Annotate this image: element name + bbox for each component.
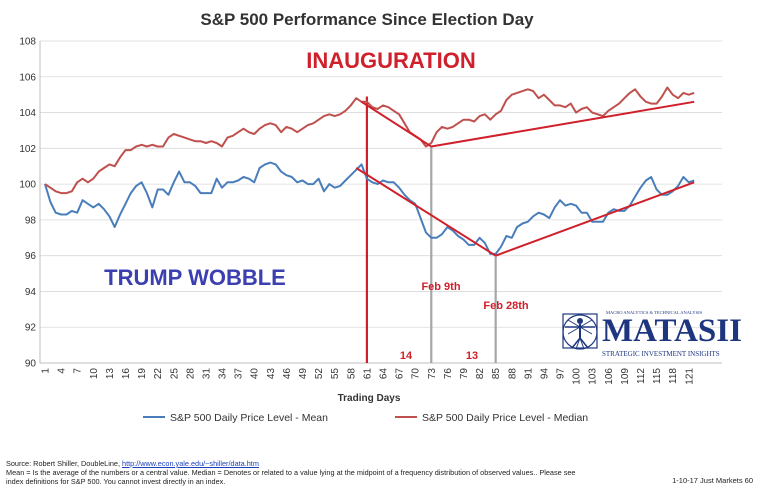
x-tick-4: 4 bbox=[57, 368, 68, 374]
x-tick-31: 31 bbox=[201, 368, 212, 380]
footer-disclaimer: index definitions for S&P 500. You canno… bbox=[6, 477, 226, 486]
trendline-3 bbox=[355, 167, 497, 257]
span-label-14: 14 bbox=[400, 350, 413, 362]
y-tick-90: 90 bbox=[25, 359, 37, 370]
footer-source: Source: Robert Shiller, DoubleLine, http… bbox=[6, 459, 259, 468]
x-tick-76: 76 bbox=[443, 368, 454, 380]
series-line-mean bbox=[44, 161, 695, 255]
trump-wobble-label: TRUMP WOBBLE bbox=[104, 265, 286, 290]
legend: S&P 500 Daily Price Level - Mean S&P 500 … bbox=[143, 412, 588, 424]
y-tick-108: 108 bbox=[19, 37, 36, 48]
logo-tagline-bottom: STRATEGIC INVESTMENT INSIGHTS bbox=[602, 350, 720, 358]
x-axis-label: Trading Days bbox=[338, 393, 401, 404]
x-tick-58: 58 bbox=[346, 368, 357, 380]
x-tick-25: 25 bbox=[169, 368, 180, 380]
trendline-4 bbox=[495, 181, 695, 257]
trendline-2 bbox=[431, 100, 695, 148]
x-tick-118: 118 bbox=[668, 368, 679, 384]
x-tick-64: 64 bbox=[378, 368, 389, 380]
span-label-13: 13 bbox=[466, 350, 478, 362]
y-tick-96: 96 bbox=[25, 251, 37, 262]
y-tick-100: 100 bbox=[19, 180, 36, 191]
x-tick-16: 16 bbox=[121, 368, 132, 380]
x-tick-40: 40 bbox=[250, 368, 261, 380]
annotations: INAUGURATION TRUMP WOBBLE Feb 9th Feb 28th 1… bbox=[104, 48, 529, 362]
x-tick-88: 88 bbox=[507, 368, 518, 380]
x-tick-7: 7 bbox=[73, 368, 84, 374]
x-tick-19: 19 bbox=[137, 368, 148, 380]
x-tick-67: 67 bbox=[395, 368, 406, 380]
x-tick-112: 112 bbox=[636, 368, 647, 384]
x-tick-1: 1 bbox=[41, 368, 52, 374]
source-text: Source: Robert Shiller, DoubleLine, bbox=[6, 459, 123, 468]
x-tick-10: 10 bbox=[89, 368, 100, 380]
y-tick-106: 106 bbox=[19, 72, 36, 83]
x-tick-121: 121 bbox=[684, 368, 695, 385]
x-tick-85: 85 bbox=[491, 368, 502, 380]
inauguration-label: INAUGURATION bbox=[306, 48, 475, 73]
x-tick-22: 22 bbox=[153, 368, 164, 380]
x-tick-28: 28 bbox=[185, 368, 196, 380]
x-tick-34: 34 bbox=[218, 368, 229, 380]
y-tick-98: 98 bbox=[25, 215, 37, 226]
x-tick-79: 79 bbox=[459, 368, 470, 380]
x-tick-43: 43 bbox=[266, 368, 277, 380]
x-tick-94: 94 bbox=[539, 368, 550, 380]
series-line-median bbox=[44, 86, 695, 195]
x-tick-55: 55 bbox=[330, 368, 341, 380]
y-tick-92: 92 bbox=[25, 323, 37, 334]
trend-lines bbox=[355, 100, 695, 257]
x-tick-100: 100 bbox=[572, 368, 583, 385]
y-tick-104: 104 bbox=[19, 108, 36, 119]
trendline-1 bbox=[360, 100, 432, 148]
legend-label-median: S&P 500 Daily Price Level - Median bbox=[422, 412, 588, 424]
x-tick-109: 109 bbox=[620, 368, 631, 385]
x-tick-73: 73 bbox=[427, 368, 438, 380]
y-axis-ticks: 90 92 94 96 98 100 102 104 106 108 bbox=[19, 37, 36, 370]
x-tick-91: 91 bbox=[523, 368, 534, 380]
vitruvian-man-icon bbox=[562, 313, 598, 350]
x-tick-13: 13 bbox=[105, 368, 116, 380]
legend-label-mean: S&P 500 Daily Price Level - Mean bbox=[170, 412, 328, 424]
chart-title: S&P 500 Performance Since Election Day bbox=[200, 10, 534, 29]
logo-name: MATASII bbox=[602, 313, 742, 349]
x-tick-61: 61 bbox=[362, 368, 373, 380]
x-tick-97: 97 bbox=[556, 368, 567, 380]
y-tick-94: 94 bbox=[25, 287, 37, 298]
x-tick-82: 82 bbox=[475, 368, 486, 380]
x-axis-ticks: 1 4 7 10 13 16 19 22 25 28 31 34 37 40 43 46 49 52 55 58 61 6… bbox=[41, 368, 696, 385]
x-tick-37: 37 bbox=[234, 368, 245, 380]
feb9-label: Feb 9th bbox=[421, 281, 460, 293]
x-tick-103: 103 bbox=[588, 368, 599, 385]
logo-tagline-top: MACRO ANALYTICS & TECHNICAL ANALYSIS bbox=[606, 310, 703, 315]
feb28-label: Feb 28th bbox=[483, 300, 529, 312]
source-link[interactable]: http://www.econ.yale.edu/~shiller/data.h… bbox=[122, 459, 259, 468]
page-number: 1-10-17 Just Markets 60 bbox=[672, 476, 753, 485]
x-tick-46: 46 bbox=[282, 368, 293, 380]
x-tick-106: 106 bbox=[604, 368, 615, 385]
event-lines bbox=[365, 96, 497, 363]
data-series bbox=[44, 86, 695, 255]
x-tick-70: 70 bbox=[411, 368, 422, 380]
matasii-logo: MACRO ANALYTICS & TECHNICAL ANALYSIS MAT… bbox=[560, 308, 750, 362]
footer-definition: Mean = Is the average of the numbers or … bbox=[6, 468, 576, 477]
x-tick-52: 52 bbox=[314, 368, 325, 380]
y-tick-102: 102 bbox=[19, 144, 36, 155]
x-tick-49: 49 bbox=[298, 368, 309, 380]
x-tick-115: 115 bbox=[652, 368, 663, 384]
